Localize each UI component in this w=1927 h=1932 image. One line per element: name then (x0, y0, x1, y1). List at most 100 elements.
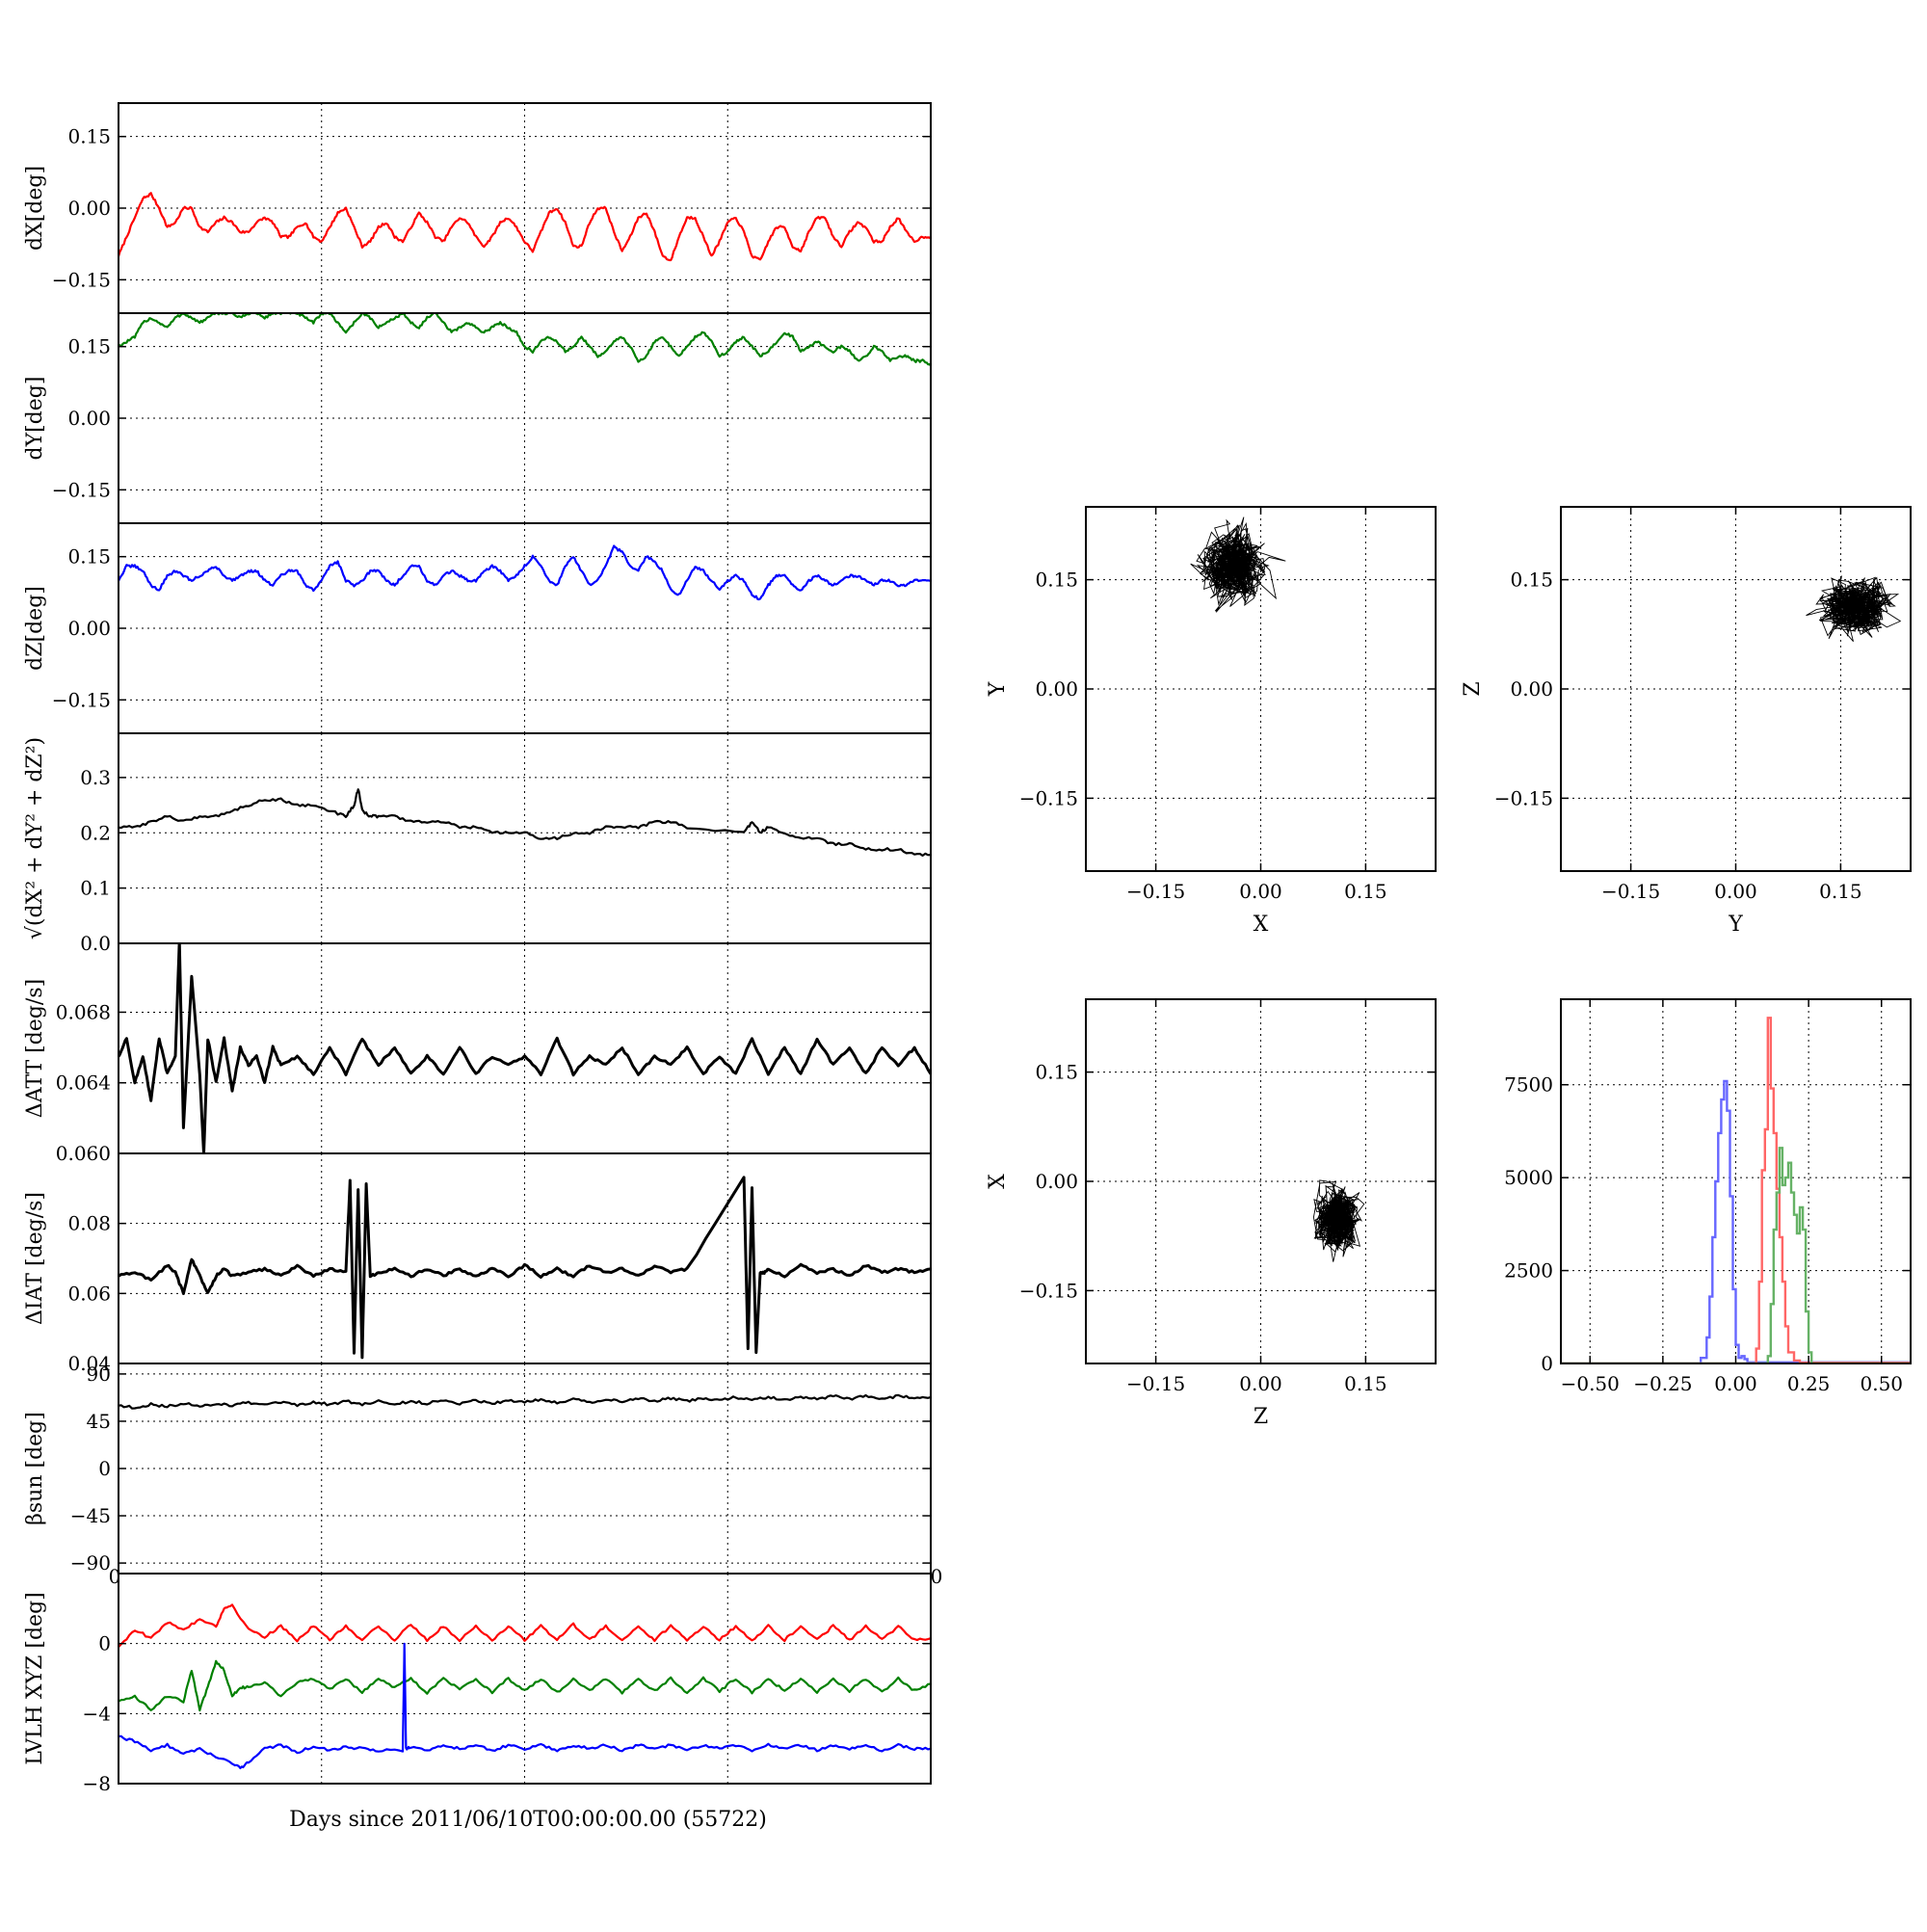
y-tick-label: 0.060 (56, 1142, 111, 1165)
y-tick-label: 2500 (1504, 1259, 1553, 1283)
scatter-trace (1806, 575, 1902, 642)
plot-area (1806, 575, 1902, 642)
chart-datt: 0.068 0.064 0.060 ΔATT [deg/s] (23, 942, 932, 1165)
y-axis-label: ΔIAT [deg/s] (23, 1192, 47, 1325)
series-line (119, 788, 931, 858)
y-tick-label: 0 (98, 1632, 111, 1655)
y-axis-label: dZ[deg] (23, 586, 47, 671)
plot-area (119, 544, 931, 601)
y-tick-label: 90 (87, 1363, 111, 1386)
x-tick-label: 0.15 (1344, 1372, 1387, 1395)
series-line (119, 943, 931, 1153)
chart-lvlh: 0 −4 −8 0 0 LVLH XYZ [deg] (23, 1565, 942, 1795)
chart-scatter_zx: 0.15 0.00 −0.15 −0.15 0.00 0.15 X Z (986, 998, 1437, 1429)
x-tick-label: 0.00 (1239, 880, 1282, 903)
x-tick-label: −0.25 (1633, 1372, 1692, 1395)
histogram-step (1561, 1147, 1911, 1363)
y-tick-label: 0.15 (67, 545, 111, 569)
series-line (119, 1603, 931, 1649)
y-tick-label: −0.15 (1019, 786, 1078, 809)
plot-area (1190, 516, 1286, 613)
y-axis-label: Z (1461, 681, 1485, 696)
axes-frame (118, 1573, 932, 1785)
x-axis-label: Y (1728, 913, 1743, 937)
y-tick-label: −0.15 (1494, 786, 1553, 809)
y-tick-label: −0.15 (1019, 1279, 1078, 1302)
histogram-step (1561, 1017, 1911, 1363)
y-tick-label: −45 (70, 1504, 111, 1527)
plot-area (119, 1393, 931, 1410)
chart-bsun: 90 45 0 −45 −90 βsun [deg] (23, 1363, 932, 1575)
chart-r: 0.3 0.2 0.1 0.0 √(dX² + dY² + dZ²) (23, 732, 932, 955)
x-tick-label: 0 (109, 1565, 121, 1588)
y-tick-label: 0.00 (67, 197, 111, 220)
y-tick-label: 0.068 (56, 1000, 111, 1023)
x-tick-label: −0.15 (1126, 880, 1185, 903)
plot-area (1561, 1017, 1911, 1363)
y-tick-label: 0.00 (1035, 677, 1078, 701)
y-tick-label: 0.15 (67, 335, 111, 358)
plot-area (119, 788, 931, 858)
x-tick-label: 0.50 (1860, 1372, 1903, 1395)
plot-area (119, 1176, 931, 1360)
chart-scatter_xy: 0.15 0.00 −0.15 −0.15 0.00 0.15 Y X (986, 506, 1437, 937)
y-tick-label: −8 (83, 1772, 111, 1795)
chart-diat: 0.08 0.06 0.04 ΔIAT [deg/s] (23, 1152, 932, 1375)
plot-area (119, 313, 931, 367)
x-tick-label: −0.15 (1601, 880, 1660, 903)
y-tick-label: 0.3 (80, 766, 111, 789)
series-line (119, 1176, 931, 1360)
y-tick-label: 0.064 (56, 1072, 111, 1095)
x-tick-label: 0.00 (1714, 1372, 1757, 1395)
series-line (119, 1642, 931, 1770)
x-tick-label: −0.15 (1126, 1372, 1185, 1395)
x-tick-label: 0.15 (1344, 880, 1387, 903)
x-tick-label: 0.00 (1239, 1372, 1282, 1395)
series-line (119, 1659, 931, 1712)
y-axis-label: Y (986, 681, 1010, 697)
y-axis-label: X (986, 1174, 1010, 1189)
x-tick-label: 0 (931, 1565, 943, 1588)
y-tick-label: 0.1 (80, 877, 111, 900)
series-line (119, 1393, 931, 1410)
x-tick-label: 0.25 (1787, 1372, 1831, 1395)
x-axis-label: X (1254, 913, 1269, 937)
y-axis-label: dY[deg] (23, 377, 47, 461)
y-tick-label: 7500 (1504, 1073, 1553, 1097)
y-axis-label: βsun [deg] (23, 1412, 47, 1525)
chart-hist: 0 2500 5000 7500 −0.50 −0.25 0.00 0.25 0.50 (1504, 998, 1912, 1395)
series-line (119, 192, 931, 262)
chart-scatter_yz: 0.15 0.00 −0.15 −0.15 0.00 0.15 Z Y (1461, 506, 1912, 937)
axes-layer: 0.150.00−0.15dX[deg]0.150.00−0.15dY[deg]… (23, 102, 1912, 1795)
series-line (119, 313, 931, 367)
y-tick-label: 0.00 (1035, 1170, 1078, 1193)
y-axis-label: ΔATT [deg/s] (23, 979, 47, 1118)
y-tick-label: −90 (70, 1551, 111, 1575)
y-tick-label: 0.0 (80, 932, 111, 955)
y-tick-label: 0.04 (67, 1352, 111, 1375)
y-axis-label: √(dX² + dY² + dZ²) (23, 737, 47, 940)
y-tick-label: 0.00 (1510, 677, 1553, 701)
plot-area (119, 943, 931, 1153)
y-tick-label: 0.15 (1035, 1061, 1078, 1084)
y-tick-label: 0.15 (1035, 569, 1078, 592)
y-tick-label: 0.08 (67, 1212, 111, 1235)
y-tick-label: 0.15 (1510, 569, 1553, 592)
y-tick-label: −0.15 (52, 688, 111, 711)
y-tick-label: 0.15 (67, 125, 111, 148)
x-axis-label: Z (1254, 1405, 1268, 1429)
plot-area (119, 1603, 931, 1770)
y-axis-label: LVLH XYZ [deg] (23, 1592, 47, 1765)
y-tick-label: 0 (98, 1457, 111, 1480)
y-tick-label: 0.06 (67, 1282, 111, 1305)
plot-area (1312, 1179, 1365, 1262)
scatter-trace (1312, 1179, 1365, 1262)
y-tick-label: 0 (1541, 1352, 1553, 1375)
y-axis-label: dX[deg] (23, 166, 47, 251)
scatter-trace (1190, 516, 1286, 613)
y-tick-label: 0.2 (80, 821, 111, 844)
